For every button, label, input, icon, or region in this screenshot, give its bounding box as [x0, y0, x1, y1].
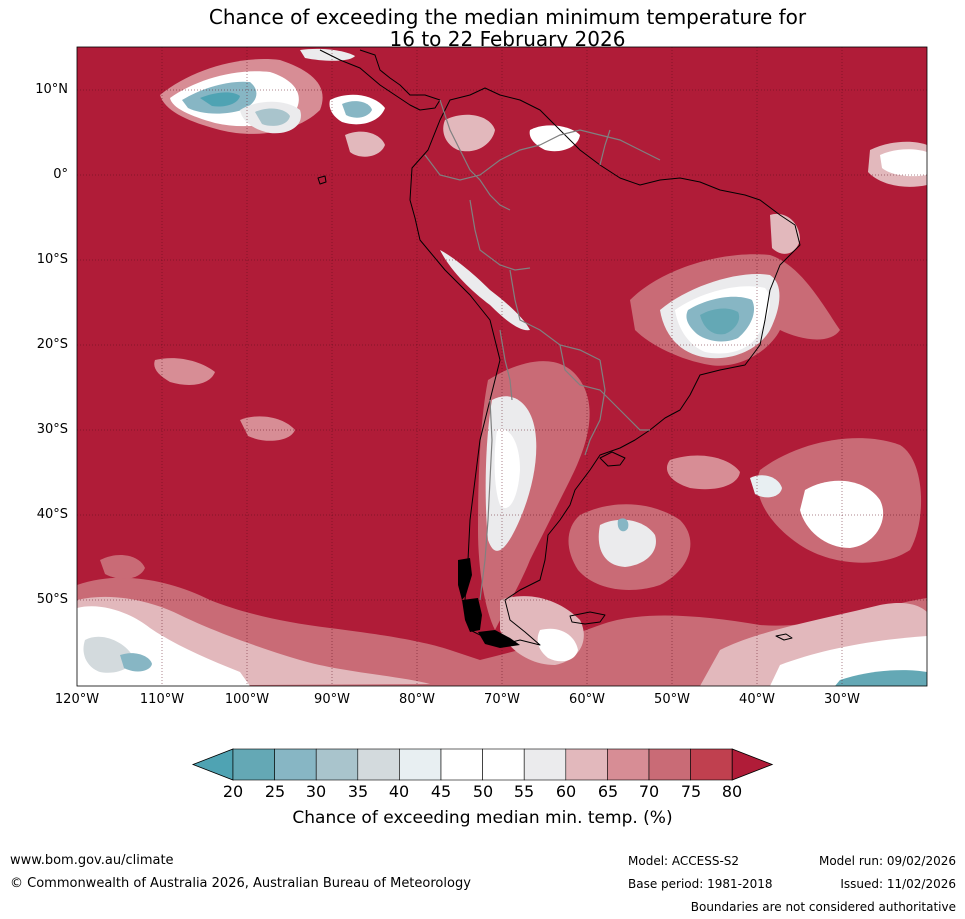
coastline-south-georgia	[775, 633, 793, 641]
footer-issued: Issued: 11/02/2026	[840, 877, 956, 891]
contour-amazon-50	[529, 125, 580, 152]
lon-label-40w: 40°W	[739, 692, 775, 707]
colorbar-segment-75-80	[690, 748, 733, 781]
coastline-central-america	[319, 49, 441, 111]
footer-base-period: Base period: 1981-2018	[628, 877, 773, 891]
contour-south-band-40	[83, 636, 133, 673]
footer-boundaries: Boundaries are not considered authoritat…	[690, 900, 956, 914]
colorbar-segment-70-75	[648, 748, 691, 781]
probability-contours	[77, 48, 927, 686]
footer-copyright: © Commonwealth of Australia 2026, Austra…	[10, 876, 471, 891]
contour-pacific-north2-30	[255, 108, 290, 126]
contour-argentina-45	[494, 429, 520, 509]
colorbar-segment-40-45	[399, 748, 442, 781]
colorbar-label: Chance of exceeding median min. temp. (%…	[292, 808, 673, 828]
colorbar-tick-40: 40	[388, 782, 410, 801]
lon-label-60w: 60°W	[569, 692, 605, 707]
map-frame	[76, 46, 928, 687]
contour-east-eq-50	[880, 149, 927, 177]
colorbar-tick-20: 20	[222, 782, 244, 801]
contour-south-band-30	[120, 653, 152, 672]
footer-model-run: Model run: 09/02/2026	[818, 854, 956, 868]
colorbar-tick-45: 45	[430, 782, 452, 801]
colorbar-tick-70: 70	[638, 782, 660, 801]
contour-andes-strip-55	[440, 250, 530, 331]
colorbar-tick-60: 60	[555, 782, 577, 801]
colorbar-segment-20-25	[232, 748, 275, 781]
lon-label-90w: 90°W	[314, 692, 350, 707]
colorbar-segment-30-35	[315, 748, 359, 781]
contour-pacific-mid3-70	[100, 554, 145, 579]
contour-atlantic-blue-spot	[617, 518, 629, 532]
contour-south-east-25	[835, 670, 927, 686]
lat-label-30s: 30°S	[36, 422, 68, 437]
lat-label-20s: 20°S	[36, 337, 68, 352]
colorbar-tick-35: 35	[347, 782, 369, 801]
lat-label-10n: 10°N	[35, 82, 68, 97]
lon-label-30w: 30°W	[824, 692, 860, 707]
lon-label-50w: 50°W	[654, 692, 690, 707]
colorbar-under-arrow	[191, 748, 234, 781]
coastlines	[317, 49, 801, 646]
contour-pacific-north3-30	[342, 101, 372, 118]
lon-label-110w: 110°W	[139, 692, 185, 707]
colorbar-over-arrow	[731, 748, 774, 781]
colorbar-tick-50: 50	[472, 782, 494, 801]
contour-caribbean-55	[300, 48, 355, 61]
coastline-south-america	[409, 87, 801, 646]
colorbar	[191, 748, 774, 781]
colorbar-segment-25-30	[274, 748, 317, 781]
chart-title-line2: 16 to 22 February 2026	[389, 27, 626, 51]
contour-pacific-mid-65	[154, 358, 215, 385]
contour-atlantic-east-40	[750, 475, 782, 498]
contour-pacific-north-20	[200, 92, 240, 107]
contour-brazil-20	[700, 308, 740, 335]
contour-pacific-north4-60	[345, 131, 385, 157]
lon-label-70w: 70°W	[484, 692, 520, 707]
colorbar-segment-50-55	[482, 748, 525, 781]
chile-fjords	[458, 558, 520, 648]
colorbar-tick-80: 80	[721, 782, 743, 801]
coastline-galapagos	[317, 175, 327, 185]
contour-atlantic-mid-65	[666, 455, 740, 490]
colorbar-tick-75: 75	[680, 782, 702, 801]
colorbar-tick-65: 65	[597, 782, 619, 801]
contour-pacific-mid2-65	[240, 416, 295, 441]
lat-label-50s: 50°S	[36, 592, 68, 607]
footer-url: www.bom.gov.au/climate	[10, 853, 174, 868]
colorbar-segment-55-60	[523, 748, 567, 781]
country-borders	[424, 99, 661, 601]
colorbar-tick-55: 55	[513, 782, 535, 801]
lat-label-40s: 40°S	[36, 507, 68, 522]
lon-label-120w: 120°W	[54, 692, 100, 707]
map-grid	[77, 47, 927, 686]
colorbar-segment-65-70	[607, 748, 650, 781]
contour-atlantic-east-50	[800, 480, 884, 548]
footer-model: Model: ACCESS-S2	[628, 854, 740, 868]
colorbar-tick-30: 30	[305, 782, 327, 801]
coastline-rio-de-la-plata	[599, 451, 626, 467]
colorbar-segment-35-40	[357, 748, 400, 781]
coastline-falklands	[569, 611, 606, 625]
lat-label-10s: 10°S	[36, 252, 68, 267]
contour-atlantic-patch-55	[598, 519, 656, 567]
colorbar-tick-25: 25	[264, 782, 286, 801]
colorbar-segment-45-50	[440, 748, 483, 781]
lon-label-100w: 100°W	[224, 692, 270, 707]
contour-patagonia-50	[537, 628, 578, 662]
lat-label-0: 0°	[53, 167, 68, 182]
chart-title-line1: Chance of exceeding the median minimum t…	[208, 5, 807, 29]
colorbar-segment-60-65	[565, 748, 608, 781]
lon-label-80w: 80°W	[399, 692, 435, 707]
